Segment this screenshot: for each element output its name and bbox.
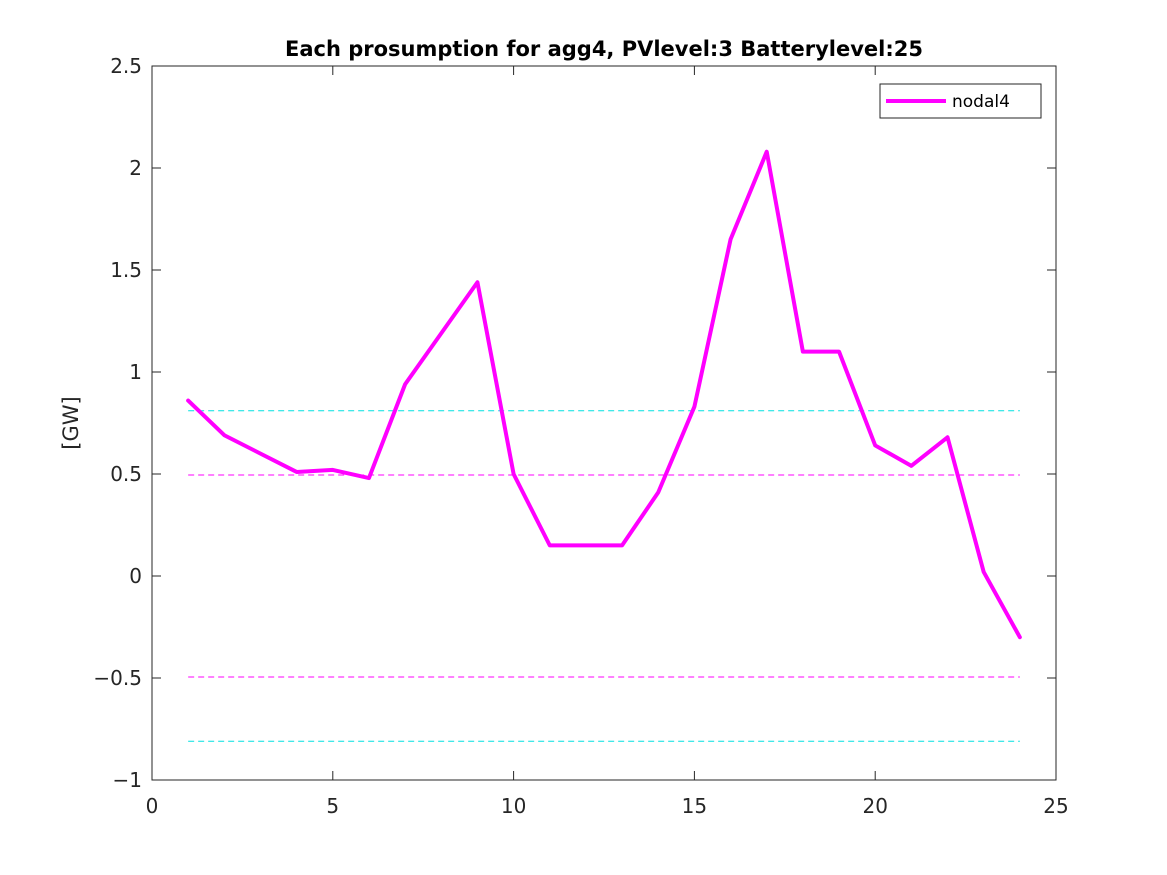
legend: nodal4 <box>879 83 1042 119</box>
y-tick-label-4: 1 <box>129 360 142 384</box>
legend-label-nodal4: nodal4 <box>952 92 1010 112</box>
axis-tick-labels: 0 5 10 15 20 25 −1 −0.5 0 0.5 1 1.5 2 2.5 <box>93 54 1068 818</box>
y-tick-label-0: −1 <box>113 768 142 792</box>
x-tick-label-2: 10 <box>501 794 526 818</box>
y-tick-label-6: 2 <box>129 156 142 180</box>
y-axis-label: [GW] <box>59 396 83 449</box>
x-tick-label-4: 20 <box>862 794 887 818</box>
axis-ticks <box>151 65 1057 781</box>
x-tick-label-3: 15 <box>682 794 707 818</box>
chart-title: Each prosumption for agg4, PVlevel:3 Bat… <box>285 37 923 61</box>
y-tick-label-3: 0.5 <box>110 462 142 486</box>
plot-frame <box>151 65 1057 781</box>
y-tick-label-7: 2.5 <box>110 54 142 78</box>
plot-area <box>152 66 1056 780</box>
x-tick-label-1: 5 <box>326 794 339 818</box>
x-tick-label-0: 0 <box>146 794 159 818</box>
x-tick-label-5: 25 <box>1043 794 1068 818</box>
y-tick-label-1: −0.5 <box>93 666 142 690</box>
y-tick-label-5: 1.5 <box>110 258 142 282</box>
reference-lines <box>188 410 1020 742</box>
series-line-nodal4 <box>186 149 1022 640</box>
y-tick-label-2: 0 <box>129 564 142 588</box>
series-lines <box>186 149 1022 640</box>
